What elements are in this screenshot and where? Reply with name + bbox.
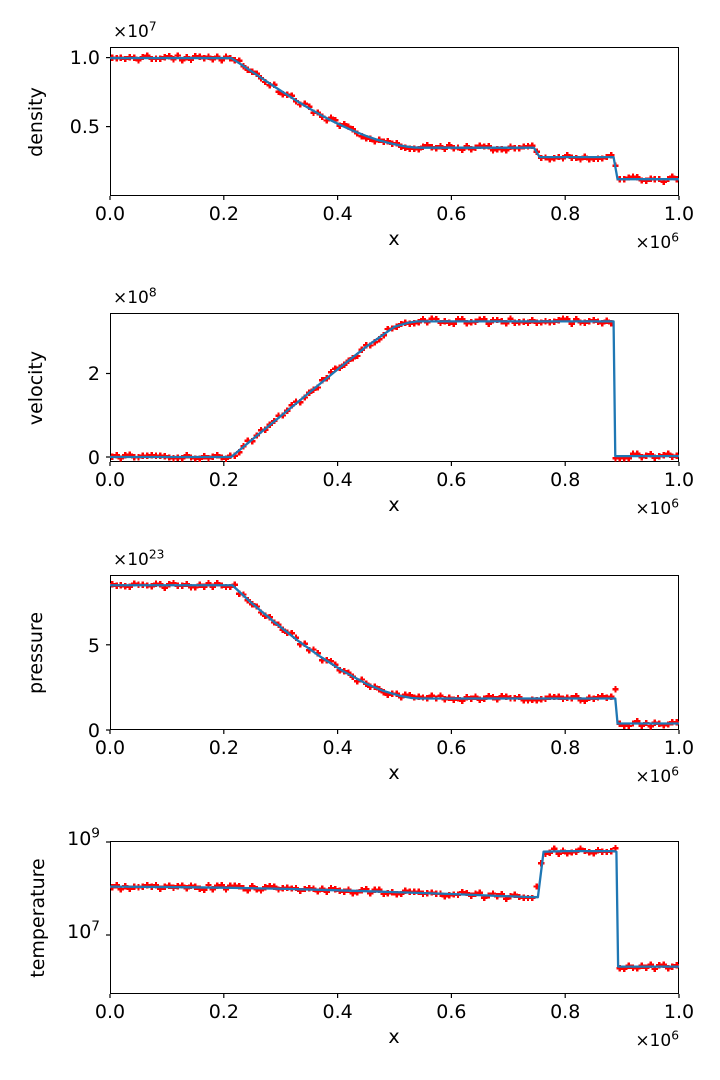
x-tick-label-pressure-3: 0.6	[411, 737, 491, 759]
x-tick-label-velocity-1: 0.2	[184, 469, 264, 491]
x-tick-label-pressure-5: 1.0	[639, 737, 719, 759]
x-offset-text-pressure: ×106	[579, 767, 679, 787]
x-tick-label-pressure-0: 0.0	[70, 737, 150, 759]
plot-area-pressure	[0, 530, 720, 800]
x-tick-label-density-1: 0.2	[184, 203, 264, 225]
x-tick-label-density-3: 0.6	[411, 203, 491, 225]
x-offset-text-density: ×106	[579, 233, 679, 253]
x-tick-label-temperature-2: 0.4	[298, 1001, 378, 1023]
panel-velocity: ×108 2 0 velocity 0.0 0.2 0.4 0.6 0.8 1.…	[0, 265, 720, 535]
x-axis-label-velocity: x	[354, 494, 434, 516]
x-tick-label-velocity-2: 0.4	[298, 469, 378, 491]
y-axis-label-density: density	[25, 42, 47, 202]
x-tick-label-density-2: 0.4	[298, 203, 378, 225]
x-axis-label-density: x	[354, 228, 434, 250]
y-axis-label-velocity: velocity	[25, 308, 47, 468]
x-offset-text-temperature: ×106	[579, 1031, 679, 1051]
y-offset-text-density: ×107	[113, 22, 157, 42]
x-tick-label-temperature-5: 1.0	[639, 1001, 719, 1023]
x-tick-label-velocity-3: 0.6	[411, 469, 491, 491]
x-tick-label-density-0: 0.0	[70, 203, 150, 225]
x-tick-label-velocity-4: 0.8	[525, 469, 605, 491]
x-tick-label-temperature-4: 0.8	[525, 1001, 605, 1023]
y-axis-label-temperature: temperature	[27, 818, 49, 1018]
figure-canvas: ×107 1.0 0.5 density 0.0 0.2 0.4 0.6 0.8…	[0, 0, 720, 1080]
x-tick-label-density-4: 0.8	[525, 203, 605, 225]
x-tick-label-velocity-0: 0.0	[70, 469, 150, 491]
x-tick-label-pressure-1: 0.2	[184, 737, 264, 759]
x-offset-text-velocity: ×106	[579, 499, 679, 519]
y-axis-label-pressure: pressure	[25, 573, 47, 733]
x-tick-label-temperature-0: 0.0	[70, 1001, 150, 1023]
x-tick-label-velocity-5: 1.0	[639, 469, 719, 491]
x-axis-label-pressure: x	[354, 762, 434, 784]
x-tick-label-density-5: 1.0	[639, 203, 719, 225]
x-tick-label-pressure-2: 0.4	[298, 737, 378, 759]
x-tick-label-pressure-4: 0.8	[525, 737, 605, 759]
panel-pressure: ×1023 5 0 pressure 0.0 0.2 0.4 0.6 0.8 1…	[0, 530, 720, 800]
panel-density: ×107 1.0 0.5 density 0.0 0.2 0.4 0.6 0.8…	[0, 0, 720, 270]
x-tick-label-temperature-3: 0.6	[411, 1001, 491, 1023]
y-offset-text-pressure: ×1023	[113, 550, 164, 570]
y-offset-text-velocity: ×108	[113, 288, 157, 308]
panel-temperature: 109 107 temperature 0.0 0.2 0.4 0.6 0.8 …	[0, 795, 720, 1080]
x-axis-label-temperature: x	[354, 1026, 434, 1048]
x-tick-label-temperature-1: 0.2	[184, 1001, 264, 1023]
